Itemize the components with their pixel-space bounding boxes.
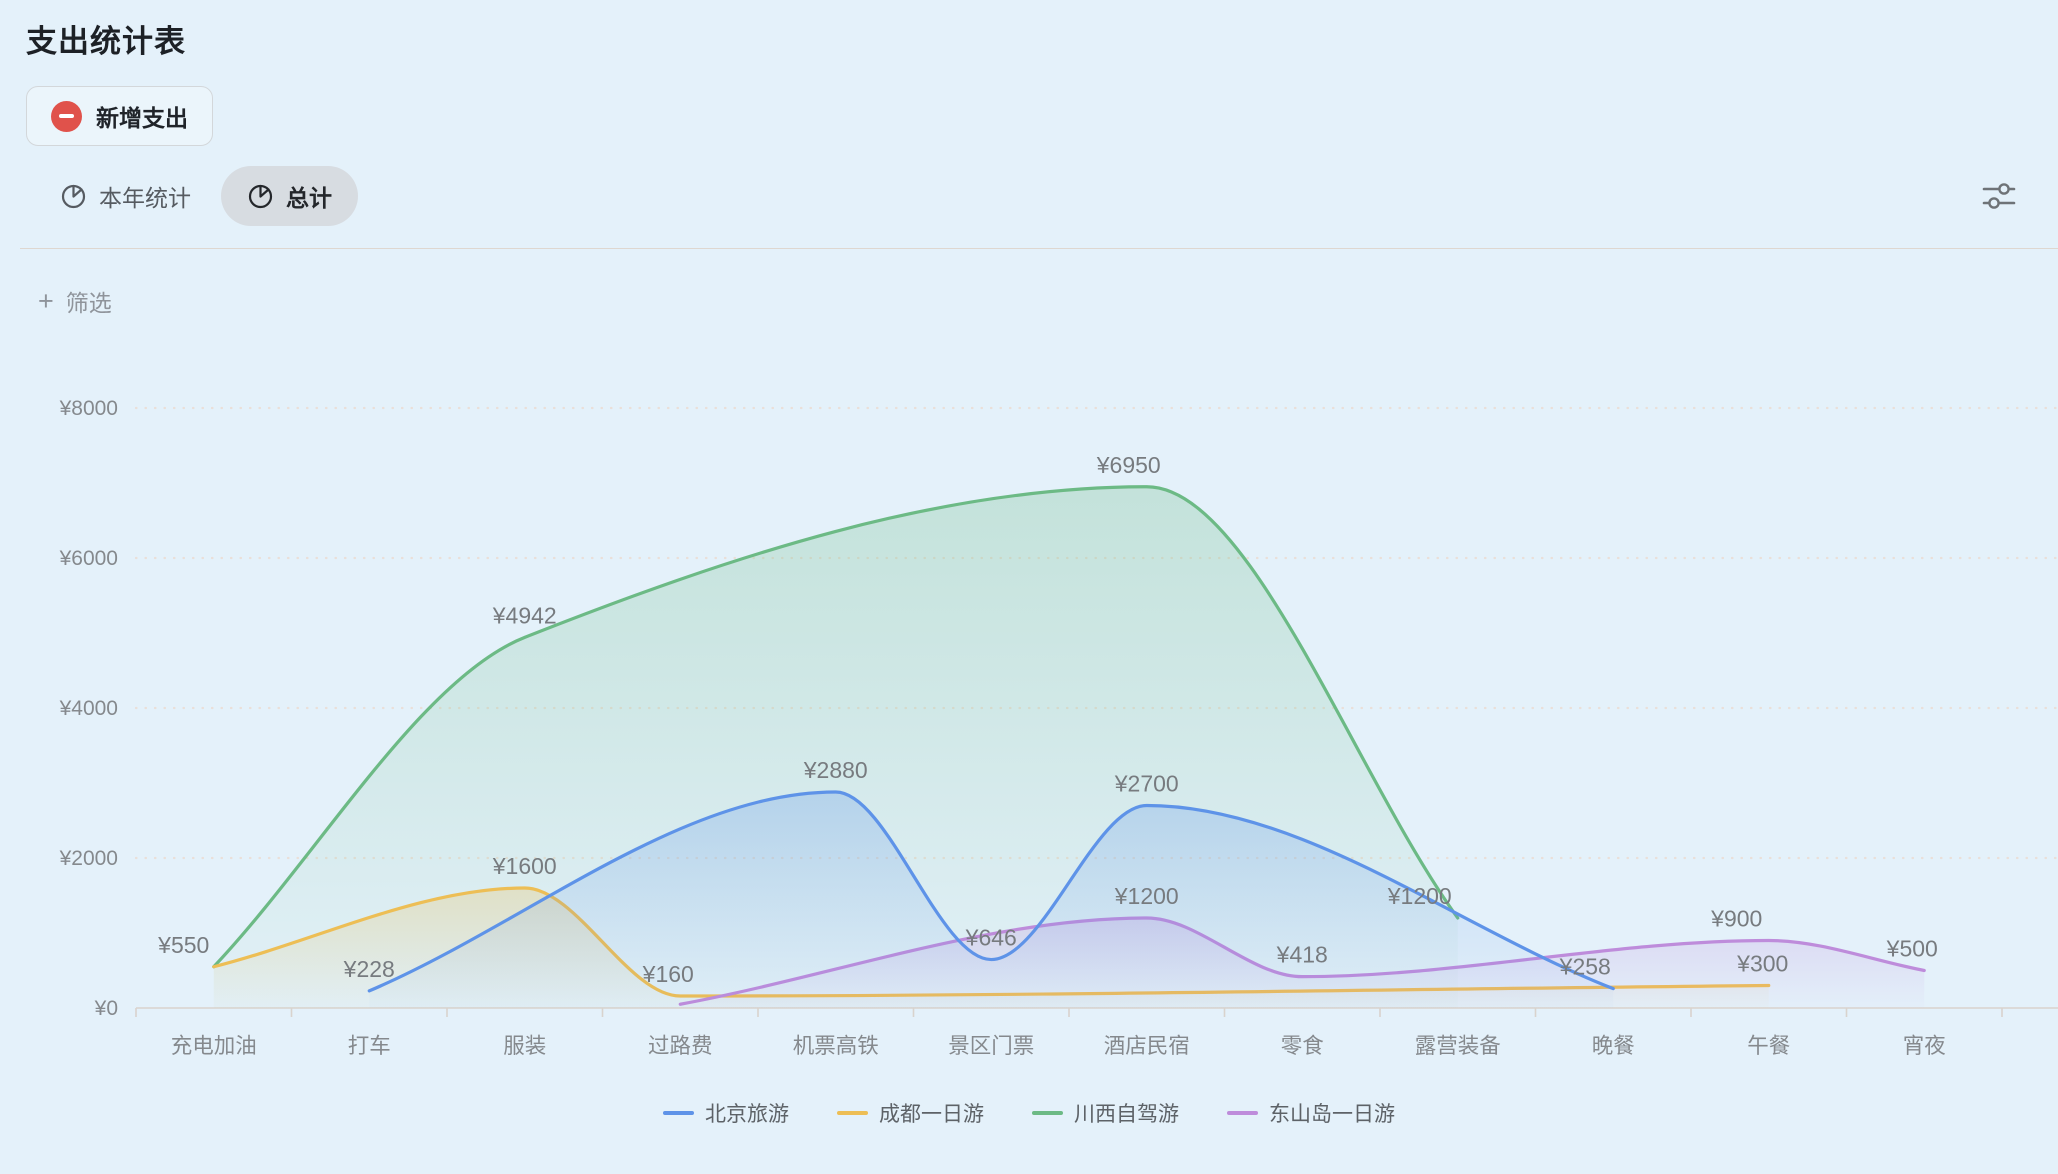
data-point-label: ¥900: [1710, 906, 1762, 932]
minus-circle-icon: [51, 100, 82, 132]
legend-color-dash: [837, 1110, 868, 1116]
legend-color-dash: [1032, 1110, 1063, 1116]
x-axis-category-label: 酒店民宿: [1104, 1034, 1190, 1058]
legend-color-dash: [1227, 1110, 1258, 1116]
data-point-label: ¥6950: [1096, 452, 1161, 478]
pie-chart-icon: [248, 184, 273, 208]
tab-year-label: 本年统计: [99, 185, 191, 211]
x-axis-category-label: 午餐: [1747, 1034, 1790, 1058]
data-point-label: ¥500: [1886, 936, 1938, 962]
y-axis-tick-label: ¥0: [94, 997, 118, 1020]
legend-label: 东山岛一日游: [1269, 1103, 1395, 1126]
add-expense-label: 新增支出: [96, 105, 188, 131]
pie-chart-icon: [61, 184, 86, 208]
chart-settings-sliders-icon[interactable]: [1982, 180, 2016, 212]
data-point-label: ¥2880: [803, 757, 868, 783]
legend-item-成都一日游[interactable]: 成都一日游: [837, 1098, 984, 1128]
x-axis-category-label: 零食: [1281, 1034, 1324, 1058]
legend-label: 川西自驾游: [1074, 1103, 1179, 1126]
x-axis-category-label: 露营装备: [1415, 1034, 1501, 1058]
chart-legend: 北京旅游 成都一日游 川西自驾游 东山岛一日游: [0, 1098, 2058, 1128]
x-axis-category-label: 打车: [348, 1034, 391, 1058]
y-axis-tick-label: ¥6000: [59, 547, 118, 570]
add-filter-button[interactable]: + 筛选: [38, 284, 112, 318]
tab-total-label: 总计: [286, 185, 332, 211]
add-expense-button[interactable]: 新增支出: [26, 86, 213, 146]
series-line-川西自驾游: [212, 485, 1460, 969]
x-axis-category-label: 景区门票: [948, 1034, 1034, 1058]
series-area-东山岛一日游: [680, 918, 1925, 1008]
data-point-label: ¥1600: [492, 853, 557, 879]
tab-year-stats[interactable]: 本年统计: [34, 166, 217, 226]
series-area-川西自驾游: [213, 486, 1458, 1008]
data-point-label: ¥2700: [1114, 771, 1179, 797]
stat-tabs: 本年统计 总计: [34, 166, 358, 226]
minus-bar: [59, 113, 74, 119]
series-area-成都一日游: [213, 888, 1769, 1008]
legend-color-dash: [663, 1110, 694, 1116]
y-axis-tick-label: ¥2000: [59, 847, 118, 870]
legend-item-东山岛一日游[interactable]: 东山岛一日游: [1227, 1098, 1395, 1128]
legend-item-川西自驾游[interactable]: 川西自驾游: [1032, 1098, 1179, 1128]
page-title: 支出统计表: [26, 24, 186, 59]
plus-icon: +: [38, 285, 54, 316]
series-area-北京旅游: [369, 792, 1614, 1008]
x-axis-category-label: 宵夜: [1903, 1034, 1946, 1058]
data-point-label: ¥418: [1276, 942, 1328, 968]
data-point-label: ¥228: [343, 956, 395, 982]
series-line-北京旅游: [367, 790, 1615, 993]
x-axis-category-label: 服装: [503, 1034, 546, 1058]
x-axis-category-label: 晚餐: [1592, 1034, 1635, 1058]
data-point-label: ¥300: [1736, 951, 1788, 977]
x-axis-category-label: 机票高铁: [793, 1034, 879, 1058]
series-line-成都一日游: [212, 886, 1771, 998]
data-point-label: ¥160: [642, 961, 694, 987]
series-line-东山岛一日游: [678, 916, 1926, 1006]
divider: [20, 248, 2058, 249]
tab-total[interactable]: 总计: [221, 166, 358, 226]
data-point-label: ¥4942: [492, 602, 557, 628]
y-axis-tick-label: ¥8000: [59, 397, 118, 420]
legend-item-北京旅游[interactable]: 北京旅游: [663, 1098, 789, 1128]
legend-label: 北京旅游: [705, 1103, 789, 1126]
data-point-label: ¥550: [157, 932, 209, 958]
data-point-label: ¥646: [965, 925, 1017, 951]
filter-label: 筛选: [65, 290, 112, 316]
data-point-label: ¥258: [1559, 954, 1611, 980]
data-point-label: ¥1200: [1114, 883, 1179, 909]
legend-label: 成都一日游: [879, 1103, 984, 1126]
y-axis-tick-label: ¥4000: [59, 697, 118, 720]
data-point-label: ¥1200: [1387, 883, 1452, 909]
x-axis-category-label: 过路费: [648, 1034, 713, 1058]
x-axis-category-label: 充电加油: [171, 1034, 257, 1058]
